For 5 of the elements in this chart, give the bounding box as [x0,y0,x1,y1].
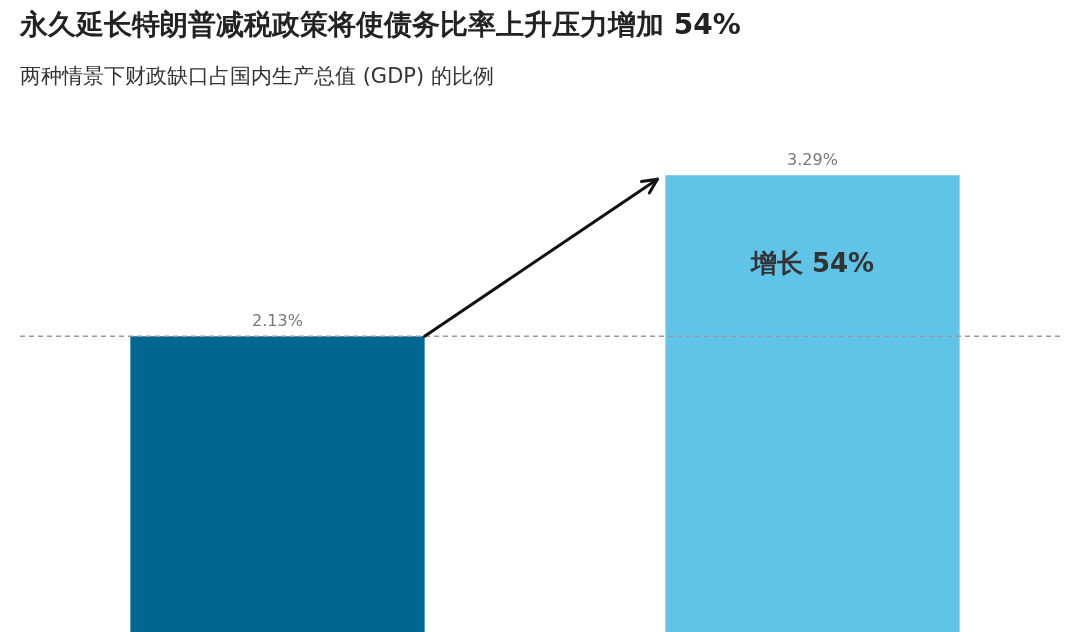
data-label: 2.13% [252,311,303,331]
chart-title: 永久延长特朗普减税政策将使债务比率上升压力增加 54% [20,7,741,43]
data-label: 3.29% [787,150,838,170]
annotation: 增长 54% [749,247,875,278]
chart-subtitle: 两种情景下财政缺口占国内生产总值 (GDP) 的比例 [20,63,494,90]
